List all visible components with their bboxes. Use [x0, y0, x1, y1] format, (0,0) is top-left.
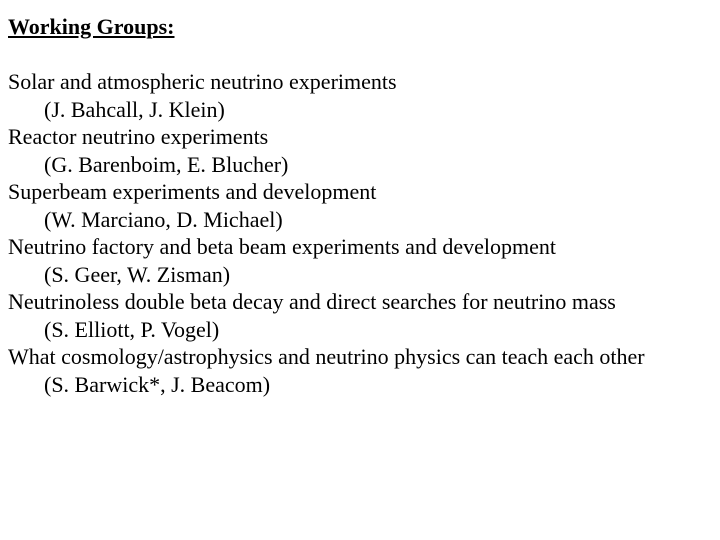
group-title: Neutrinoless double beta decay and direc… — [8, 288, 712, 316]
group-title: Superbeam experiments and development — [8, 178, 712, 206]
group-title: What cosmology/astrophysics and neutrino… — [8, 343, 712, 371]
group-title: Solar and atmospheric neutrino experimen… — [8, 68, 712, 96]
group-leaders: (S. Geer, W. Zisman) — [44, 261, 712, 289]
group-leaders: (S. Elliott, P. Vogel) — [44, 316, 712, 344]
group-title: Neutrino factory and beta beam experimen… — [8, 233, 712, 261]
page-title: Working Groups: — [8, 14, 712, 40]
group-leaders: (S. Barwick*, J. Beacom) — [44, 371, 712, 399]
group-leaders: (W. Marciano, D. Michael) — [44, 206, 712, 234]
group-title: Reactor neutrino experiments — [8, 123, 712, 151]
group-leaders: (J. Bahcall, J. Klein) — [44, 96, 712, 124]
working-groups-list: Solar and atmospheric neutrino experimen… — [8, 68, 712, 398]
group-leaders: (G. Barenboim, E. Blucher) — [44, 151, 712, 179]
slide-page: Working Groups: Solar and atmospheric ne… — [0, 0, 720, 398]
